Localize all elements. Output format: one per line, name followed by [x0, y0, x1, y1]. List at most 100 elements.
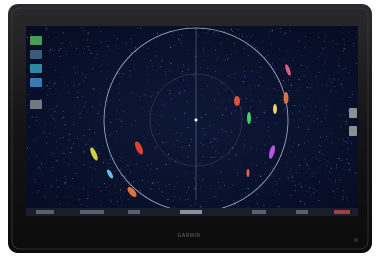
noise-dot [276, 191, 277, 192]
noise-dot [110, 122, 111, 123]
noise-dot [225, 60, 226, 61]
noise-dot [92, 69, 93, 70]
zoom-out-button[interactable] [349, 126, 357, 136]
noise-dot [171, 63, 172, 64]
noise-dot [65, 122, 66, 123]
noise-dot [148, 81, 149, 82]
bar-button[interactable] [128, 210, 140, 214]
noise-dot [60, 138, 61, 139]
target [234, 96, 240, 106]
noise-dot [56, 160, 57, 161]
menu-button[interactable] [30, 50, 42, 59]
zoom-in-button[interactable] [349, 108, 357, 118]
noise-dot [271, 44, 272, 45]
noise-dot [251, 123, 252, 124]
noise-dot [131, 125, 132, 126]
noise-dot [73, 143, 74, 144]
menu-button[interactable] [30, 64, 42, 73]
noise-dot [285, 111, 286, 112]
noise-dot [319, 56, 320, 57]
noise-dot [291, 174, 292, 175]
noise-dot [234, 43, 235, 44]
noise-dot [79, 199, 80, 200]
noise-dot [63, 137, 64, 138]
noise-dot [301, 65, 302, 66]
noise-dot [170, 93, 171, 94]
noise-dot [202, 179, 203, 180]
noise-dot [155, 149, 156, 150]
noise-dot [196, 34, 197, 35]
menu-button[interactable] [30, 36, 42, 45]
noise-dot [335, 79, 336, 80]
noise-dot [54, 119, 55, 120]
noise-dot [165, 71, 166, 72]
noise-dot [125, 191, 126, 192]
menu-button[interactable] [30, 78, 42, 87]
noise-dot [299, 105, 300, 106]
noise-dot [309, 187, 310, 188]
noise-dot [94, 89, 95, 90]
noise-dot [99, 94, 100, 95]
noise-dot [338, 158, 339, 159]
noise-dot [265, 110, 266, 111]
noise-dot [83, 52, 84, 53]
noise-dot [202, 29, 203, 30]
noise-dot [86, 144, 87, 145]
noise-dot [306, 67, 307, 68]
noise-dot [84, 34, 85, 35]
noise-dot [326, 54, 327, 55]
bar-button[interactable] [180, 210, 202, 214]
menu-button[interactable] [30, 100, 42, 109]
noise-dot [284, 110, 285, 111]
noise-dot [291, 195, 292, 196]
noise-dot [225, 110, 226, 111]
noise-dot [70, 42, 71, 43]
noise-dot [78, 186, 79, 187]
noise-dot [244, 71, 245, 72]
noise-dot [294, 121, 295, 122]
noise-dot [314, 173, 315, 174]
noise-dot [350, 67, 351, 68]
noise-dot [56, 180, 57, 181]
noise-dot [252, 50, 253, 51]
target [284, 92, 289, 104]
noise-dot [289, 101, 290, 102]
noise-dot [259, 62, 260, 63]
bar-button[interactable] [252, 210, 266, 214]
power-button[interactable] [354, 238, 358, 242]
noise-dot [177, 184, 178, 185]
noise-dot [285, 169, 286, 170]
noise-dot [331, 82, 332, 83]
noise-dot [83, 147, 84, 148]
noise-dot [214, 32, 215, 33]
noise-dot [256, 117, 257, 118]
noise-dot [133, 181, 134, 182]
noise-dot [304, 76, 305, 77]
noise-dot [241, 98, 242, 99]
noise-dot [210, 165, 211, 166]
noise-dot [343, 199, 344, 200]
noise-dot [300, 200, 301, 201]
bar-button[interactable] [80, 210, 104, 214]
noise-dot [119, 73, 120, 74]
noise-dot [345, 124, 346, 125]
noise-dot [346, 159, 347, 160]
noise-dot [90, 146, 91, 147]
noise-dot [293, 181, 294, 182]
noise-dot [157, 168, 158, 169]
noise-dot [250, 85, 251, 86]
noise-dot [325, 37, 326, 38]
bar-button[interactable] [296, 210, 308, 214]
noise-dot [300, 184, 301, 185]
noise-dot [272, 99, 273, 100]
noise-dot [194, 159, 195, 160]
noise-dot [235, 51, 236, 52]
noise-dot [107, 89, 108, 90]
bar-button[interactable] [334, 210, 350, 214]
noise-dot [88, 46, 89, 47]
noise-dot [321, 121, 322, 122]
noise-dot [250, 169, 251, 170]
noise-dot [119, 93, 120, 94]
noise-dot [182, 64, 183, 65]
bar-button[interactable] [36, 210, 54, 214]
